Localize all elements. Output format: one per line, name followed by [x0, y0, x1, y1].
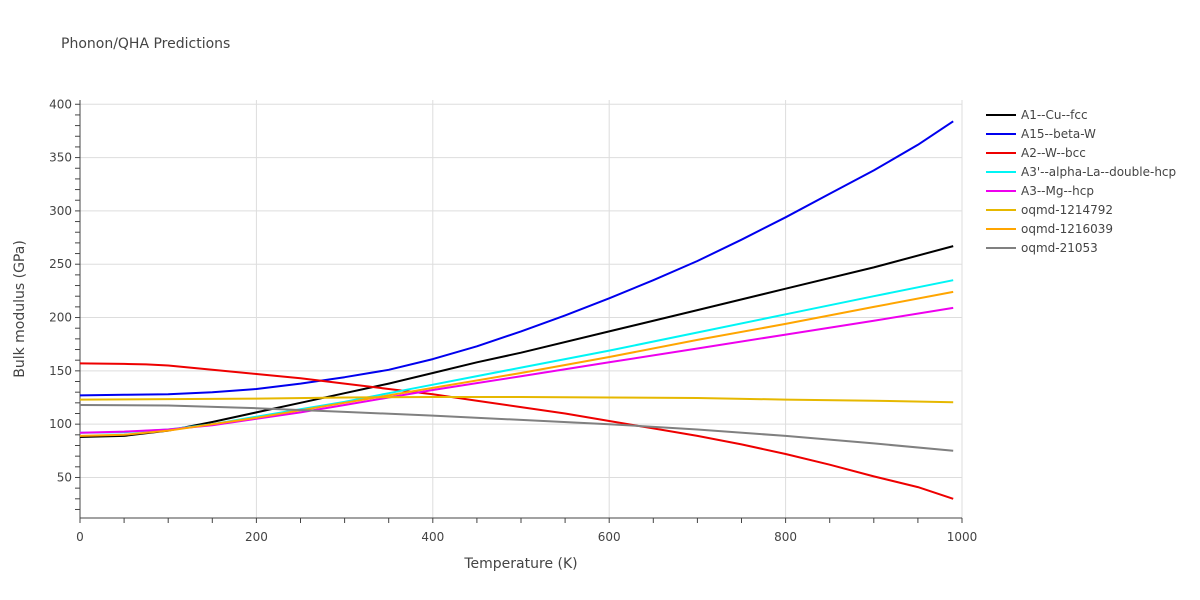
legend-label: A1--Cu--fcc — [1021, 108, 1088, 122]
y-tick-label: 400 — [49, 97, 72, 111]
tick-labels: 0 200 400 600 800 1000 50 100 150 200 250 300 350 400 — [49, 97, 977, 544]
y-tick-label: 200 — [49, 311, 72, 325]
legend-label: oqmd-1216039 — [1021, 222, 1113, 236]
series-line-7 — [79, 290, 954, 437]
y-axis-title: Bulk modulus (GPa) — [12, 240, 28, 378]
y-tick-label: 100 — [49, 417, 72, 431]
chart-title: Phonon/QHA Predictions — [61, 36, 231, 52]
y-tick-label: 300 — [49, 204, 72, 218]
series-line-3 — [79, 362, 954, 500]
legend-label: A15--beta-W — [1021, 127, 1096, 141]
x-tick-label: 800 — [774, 530, 797, 544]
legend-label: A3--Mg--hcp — [1021, 184, 1094, 198]
series-line-4 — [79, 279, 954, 434]
legend-label: oqmd-1214792 — [1021, 203, 1113, 217]
legend: A1--Cu--fcc A15--beta-W A2--W--bcc A3'--alp… — [986, 108, 1176, 255]
x-tick-label: 0 — [76, 530, 84, 544]
y-tick-label: 150 — [49, 364, 72, 378]
series-line-2 — [79, 120, 954, 397]
y-tick-label: 350 — [49, 151, 72, 165]
y-tick-label: 50 — [57, 470, 72, 484]
x-axis-title: Temperature (K) — [463, 556, 577, 572]
x-tick-label: 1000 — [947, 530, 978, 544]
series-line-1 — [79, 245, 954, 438]
series-line-6 — [79, 396, 954, 404]
legend-label: A2--W--bcc — [1021, 146, 1086, 160]
grid-lines — [79, 100, 963, 518]
legend-label: oqmd-21053 — [1021, 241, 1098, 255]
series-lines — [79, 120, 954, 500]
axes — [75, 100, 963, 523]
legend-label: A3'--alpha-La--double-hcp — [1021, 165, 1176, 179]
x-tick-label: 200 — [245, 530, 268, 544]
y-tick-label: 250 — [49, 257, 72, 271]
x-tick-label: 400 — [421, 530, 444, 544]
x-tick-label: 600 — [598, 530, 621, 544]
series-line-8 — [79, 404, 954, 452]
